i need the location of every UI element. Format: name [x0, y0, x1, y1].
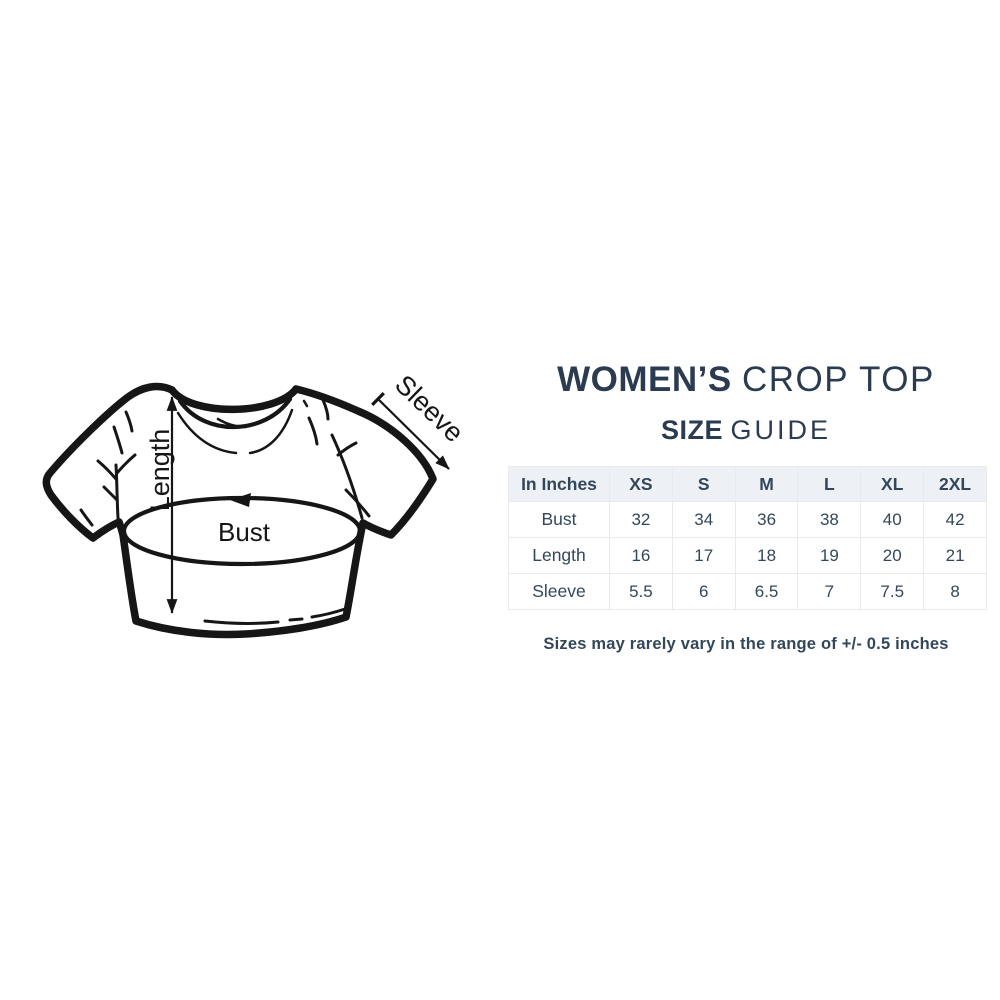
size-variance-note: Sizes may rarely vary in the range of +/… [543, 635, 949, 653]
size-value-cell: 18 [734, 537, 799, 574]
size-column-header: XL [860, 466, 925, 502]
subtitle-size: SIZE [660, 415, 723, 445]
sleeve-hem-line [79, 508, 94, 527]
size-value-cell: 21 [923, 537, 987, 574]
hem-line [203, 619, 280, 625]
size-column-header: 2XL [923, 466, 987, 502]
size-value-cell: 34 [671, 501, 736, 538]
wrinkle [114, 463, 120, 520]
collar-band [168, 385, 300, 414]
table-row: Sleeve 5.5 6 6.5 7 7.5 8 [508, 573, 987, 610]
wrinkle [344, 488, 371, 518]
collar-detail [270, 409, 281, 419]
size-value-cell: 6 [671, 573, 736, 610]
size-guide-panel: WOMEN’S CROP TOP SIZE GUIDE In Inches XS S… [503, 361, 989, 654]
size-value-cell: 8 [923, 573, 987, 610]
crop-top-diagram: Bust Length Sleeve [42, 369, 469, 639]
size-value-cell: 40 [860, 501, 925, 538]
size-value-cell: 38 [797, 501, 862, 538]
length-label: Length [145, 429, 175, 512]
size-value-cell: 19 [797, 537, 862, 574]
bust-arrow-icon [230, 493, 251, 507]
size-column-header: XS [609, 466, 673, 502]
wrinkle [336, 441, 358, 457]
collar-detail [216, 417, 248, 429]
wrinkle [307, 416, 319, 446]
shirt-outline-left [42, 382, 176, 542]
sleeve-arrow [371, 391, 450, 470]
size-value-cell: 7 [797, 573, 862, 610]
unit-column-header: In Inches [508, 466, 610, 502]
size-value-cell: 42 [923, 501, 987, 538]
size-value-cell: 6.5 [734, 573, 799, 610]
wrinkle [321, 398, 330, 421]
size-table-header-row: In Inches XS S M L XL 2XL [508, 466, 987, 502]
measurement-row-label: Sleeve [508, 573, 610, 610]
wrinkle [115, 453, 137, 475]
collar-shadow-line [176, 411, 238, 455]
shirt-outline-right [292, 385, 437, 539]
wrinkle [330, 433, 364, 520]
size-value-cell: 36 [734, 501, 799, 538]
wrinkle [102, 485, 119, 502]
wrinkle [124, 410, 134, 433]
title-product-type: CROP TOP [741, 360, 935, 399]
size-value-cell: 7.5 [860, 573, 925, 610]
measurement-row-label: Length [508, 537, 610, 574]
hem-line [288, 617, 304, 622]
wrinkle [112, 425, 124, 455]
title-product-name: WOMEN’S [557, 360, 732, 399]
size-column-header: S [671, 466, 736, 502]
wrinkle [96, 459, 118, 481]
page-subtitle: SIZE GUIDE [503, 415, 989, 445]
size-column-header: L [797, 466, 862, 502]
hem-line [310, 607, 347, 619]
page-title: WOMEN’S CROP TOP [503, 361, 989, 399]
subtitle-guide: GUIDE [730, 415, 832, 445]
bust-label: Bust [218, 517, 271, 547]
collar-shadow-line [248, 408, 294, 455]
size-table: In Inches XS S M L XL 2XL Bust 32 34 36 38 40 42 Leng… [508, 466, 987, 610]
size-column-header: M [734, 466, 799, 502]
size-value-cell: 16 [609, 537, 673, 574]
table-row: Bust 32 34 36 38 40 42 [508, 501, 987, 538]
size-value-cell: 5.5 [609, 573, 673, 610]
measurement-row-label: Bust [508, 501, 610, 538]
size-value-cell: 17 [671, 537, 736, 574]
collar-detail [302, 399, 309, 408]
table-row: Length 16 17 18 19 20 21 [508, 537, 987, 574]
size-value-cell: 20 [860, 537, 925, 574]
size-value-cell: 32 [609, 501, 673, 538]
